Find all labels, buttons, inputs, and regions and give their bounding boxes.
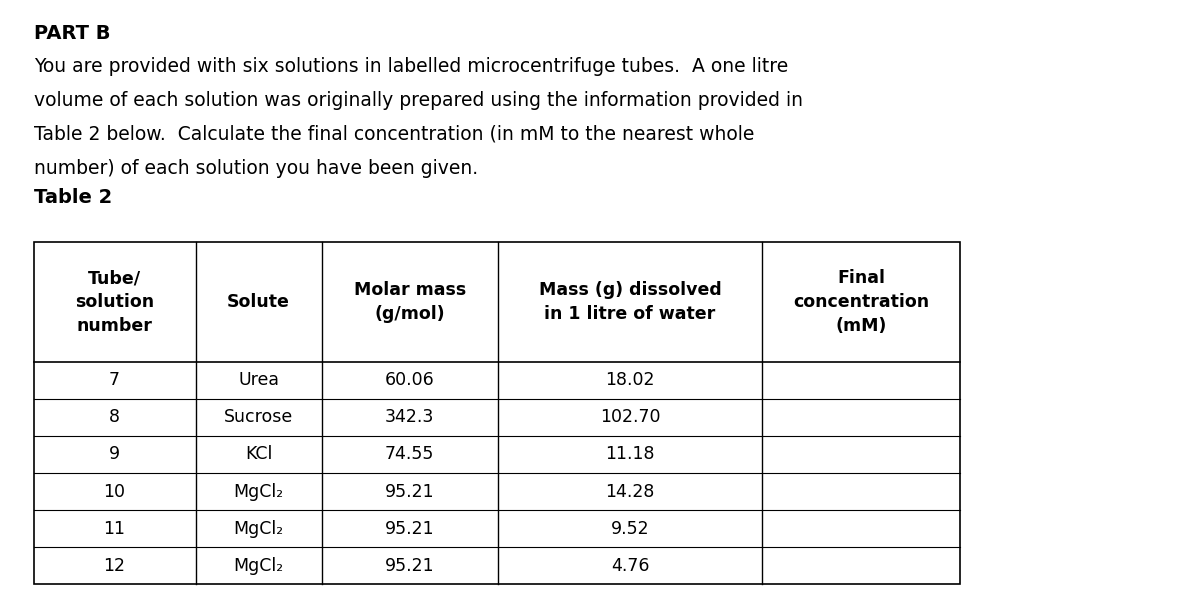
Text: 14.28: 14.28: [605, 483, 655, 501]
Text: 60.06: 60.06: [385, 371, 434, 389]
Text: 12: 12: [103, 557, 126, 575]
Text: 74.55: 74.55: [385, 446, 434, 463]
Text: 11.18: 11.18: [605, 446, 655, 463]
Text: 102.70: 102.70: [600, 408, 660, 426]
Text: MgCl₂: MgCl₂: [234, 483, 283, 501]
Text: 95.21: 95.21: [385, 520, 434, 538]
Text: Table 2 below.  Calculate the final concentration (in mM to the nearest whole: Table 2 below. Calculate the final conce…: [34, 125, 754, 144]
Text: 8: 8: [109, 408, 120, 426]
Text: 4.76: 4.76: [611, 557, 649, 575]
Text: Molar mass
(g/mol): Molar mass (g/mol): [354, 281, 466, 323]
Text: 7: 7: [109, 371, 120, 389]
Text: PART B: PART B: [34, 24, 110, 43]
Text: KCl: KCl: [245, 446, 272, 463]
Text: 95.21: 95.21: [385, 557, 434, 575]
Text: You are provided with six solutions in labelled microcentrifuge tubes.  A one li: You are provided with six solutions in l…: [34, 57, 788, 76]
Text: Solute: Solute: [227, 293, 290, 311]
Text: Tube/
solution
number: Tube/ solution number: [76, 269, 154, 335]
Text: Final
concentration
(mM): Final concentration (mM): [793, 269, 929, 335]
Text: 9: 9: [109, 446, 120, 463]
Text: 11: 11: [103, 520, 126, 538]
Text: 10: 10: [103, 483, 126, 501]
Text: MgCl₂: MgCl₂: [234, 557, 283, 575]
Text: 9.52: 9.52: [611, 520, 649, 538]
Text: number) of each solution you have been given.: number) of each solution you have been g…: [34, 159, 478, 178]
Text: 342.3: 342.3: [385, 408, 434, 426]
Text: 18.02: 18.02: [605, 371, 655, 389]
Text: volume of each solution was originally prepared using the information provided i: volume of each solution was originally p…: [34, 91, 803, 110]
Text: MgCl₂: MgCl₂: [234, 520, 283, 538]
Text: Sucrose: Sucrose: [224, 408, 293, 426]
Text: Urea: Urea: [238, 371, 280, 389]
Text: Mass (g) dissolved
in 1 litre of water: Mass (g) dissolved in 1 litre of water: [539, 281, 721, 323]
Text: 95.21: 95.21: [385, 483, 434, 501]
Text: Table 2: Table 2: [34, 188, 112, 208]
